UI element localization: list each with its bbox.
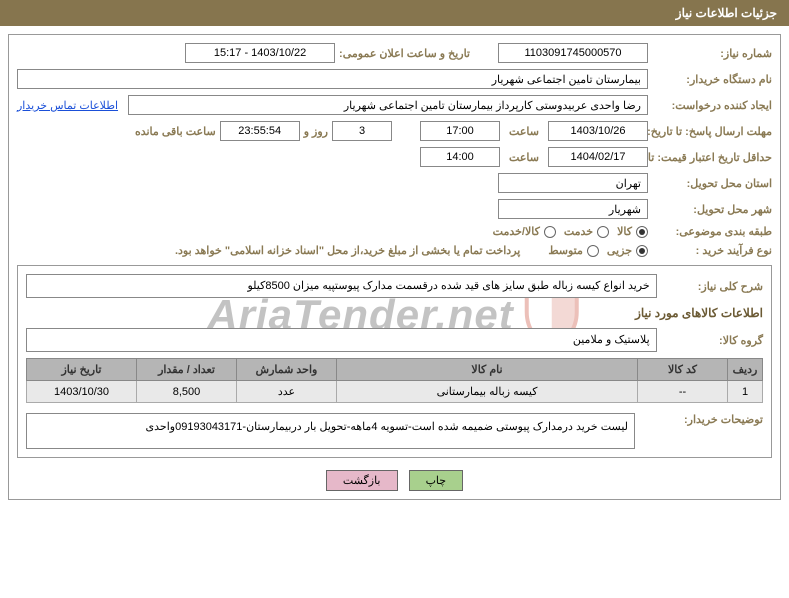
label-reply-deadline: مهلت ارسال پاسخ: تا تاریخ: bbox=[652, 125, 772, 138]
label-process: نوع فرآیند خرید : bbox=[652, 244, 772, 257]
radio-dot-goods bbox=[636, 226, 648, 238]
radio-dot-partial bbox=[636, 245, 648, 257]
th-date: تاریخ نیاز bbox=[27, 359, 137, 381]
th-qty: تعداد / مقدار bbox=[137, 359, 237, 381]
cell-date: 1403/10/30 bbox=[27, 381, 137, 403]
print-button[interactable]: چاپ bbox=[409, 470, 464, 491]
section-goods-info: اطلاعات کالاهای مورد نیاز bbox=[26, 306, 763, 320]
radio-dot-medium bbox=[587, 245, 599, 257]
radio-partial[interactable]: جزیی bbox=[607, 244, 648, 257]
field-city: شهریار bbox=[498, 199, 648, 219]
label-days-and: روز و bbox=[304, 125, 328, 138]
field-need-summary: خرید انواع کیسه زباله طبق سایز های قید ش… bbox=[26, 274, 657, 298]
th-unit: واحد شمارش bbox=[237, 359, 337, 381]
cell-qty: 8,500 bbox=[137, 381, 237, 403]
field-requester: رضا واحدی عربیدوستی کارپرداز بیمارستان ت… bbox=[128, 95, 648, 115]
back-button[interactable]: بازگشت bbox=[326, 470, 398, 491]
radio-dot-both bbox=[544, 226, 556, 238]
cell-row: 1 bbox=[728, 381, 763, 403]
cell-code: -- bbox=[638, 381, 728, 403]
contact-link[interactable]: اطلاعات تماس خریدار bbox=[17, 99, 118, 112]
field-reply-time: 17:00 bbox=[420, 121, 500, 141]
radio-both[interactable]: کالا/خدمت bbox=[493, 225, 556, 238]
label-hour-2: ساعت bbox=[504, 151, 544, 164]
table-header-row: ردیف کد کالا نام کالا واحد شمارش تعداد /… bbox=[27, 359, 763, 381]
button-bar: چاپ بازگشت bbox=[17, 470, 772, 491]
label-province: استان محل تحویل: bbox=[652, 177, 772, 190]
label-hour-1: ساعت bbox=[504, 125, 544, 138]
row-category: طبقه بندی موضوعی: کالا خدمت کالا/خدمت bbox=[17, 225, 772, 238]
field-announce-dt: 1403/10/22 - 15:17 bbox=[185, 43, 335, 63]
process-radio-group: جزیی متوسط bbox=[548, 244, 648, 257]
page-title: جزئیات اطلاعات نیاز bbox=[676, 6, 777, 20]
field-buyer-comment: لیست خرید درمدارک پیوستی ضمیمه شده است-ت… bbox=[26, 413, 635, 449]
category-radio-group: کالا خدمت کالا/خدمت bbox=[493, 225, 648, 238]
row-goods-group: گروه کالا: پلاستیک و ملامین bbox=[26, 328, 763, 352]
th-code: کد کالا bbox=[638, 359, 728, 381]
label-category: طبقه بندی موضوعی: bbox=[652, 225, 772, 238]
label-need-no: شماره نیاز: bbox=[652, 47, 772, 60]
field-price-time: 14:00 bbox=[420, 147, 500, 167]
label-buyer-comment: توضیحات خریدار: bbox=[643, 413, 763, 426]
field-price-date: 1404/02/17 bbox=[548, 147, 648, 167]
field-remain-days: 3 bbox=[332, 121, 392, 141]
cell-name: کیسه زباله بیمارستانی bbox=[337, 381, 638, 403]
page-title-bar: جزئیات اطلاعات نیاز bbox=[0, 0, 789, 26]
main-panel: شماره نیاز: 1103091745000570 تاریخ و ساع… bbox=[8, 34, 781, 500]
row-process: نوع فرآیند خرید : جزیی متوسط پرداخت تمام… bbox=[17, 244, 772, 257]
label-announce-dt: تاریخ و ساعت اعلان عمومی: bbox=[339, 47, 470, 60]
row-buyer-org: نام دستگاه خریدار: بیمارستان تامین اجتما… bbox=[17, 69, 772, 89]
label-goods-group: گروه کالا: bbox=[661, 334, 763, 347]
label-need-summary: شرح کلی نیاز: bbox=[661, 280, 763, 293]
inner-panel: شرح کلی نیاز: خرید انواع کیسه زباله طبق … bbox=[17, 265, 772, 458]
label-price-validity: حداقل تاریخ اعتبار قیمت: تا تاریخ: bbox=[652, 151, 772, 164]
goods-table: ردیف کد کالا نام کالا واحد شمارش تعداد /… bbox=[26, 358, 763, 403]
row-province: استان محل تحویل: تهران bbox=[17, 173, 772, 193]
field-goods-group: پلاستیک و ملامین bbox=[26, 328, 657, 352]
field-buyer-org: بیمارستان تامین اجتماعی شهریار bbox=[17, 69, 648, 89]
field-remain-time: 23:55:54 bbox=[220, 121, 300, 141]
label-remaining: ساعت باقی مانده bbox=[135, 125, 216, 138]
radio-medium[interactable]: متوسط bbox=[548, 244, 599, 257]
row-price-validity: حداقل تاریخ اعتبار قیمت: تا تاریخ: 1404/… bbox=[17, 147, 772, 167]
label-requester: ایجاد کننده درخواست: bbox=[652, 99, 772, 112]
row-buyer-comment: توضیحات خریدار: لیست خرید درمدارک پیوستی… bbox=[26, 413, 763, 449]
row-reply-deadline: مهلت ارسال پاسخ: تا تاریخ: 1403/10/26 سا… bbox=[17, 121, 772, 141]
label-buyer-org: نام دستگاه خریدار: bbox=[652, 73, 772, 86]
radio-dot-service bbox=[597, 226, 609, 238]
field-need-no: 1103091745000570 bbox=[498, 43, 648, 63]
field-reply-date: 1403/10/26 bbox=[548, 121, 648, 141]
row-city: شهر محل تحویل: شهریار bbox=[17, 199, 772, 219]
table-row: 1 -- کیسه زباله بیمارستانی عدد 8,500 140… bbox=[27, 381, 763, 403]
row-need-summary: شرح کلی نیاز: خرید انواع کیسه زباله طبق … bbox=[26, 274, 763, 298]
radio-service[interactable]: خدمت bbox=[564, 225, 609, 238]
radio-goods[interactable]: کالا bbox=[617, 225, 648, 238]
th-row: ردیف bbox=[728, 359, 763, 381]
th-name: نام کالا bbox=[337, 359, 638, 381]
row-requester: ایجاد کننده درخواست: رضا واحدی عربیدوستی… bbox=[17, 95, 772, 115]
row-need-announce: شماره نیاز: 1103091745000570 تاریخ و ساع… bbox=[17, 43, 772, 63]
field-province: تهران bbox=[498, 173, 648, 193]
label-city: شهر محل تحویل: bbox=[652, 203, 772, 216]
cell-unit: عدد bbox=[237, 381, 337, 403]
payment-note: پرداخت تمام یا بخشی از مبلغ خرید،از محل … bbox=[175, 244, 520, 257]
